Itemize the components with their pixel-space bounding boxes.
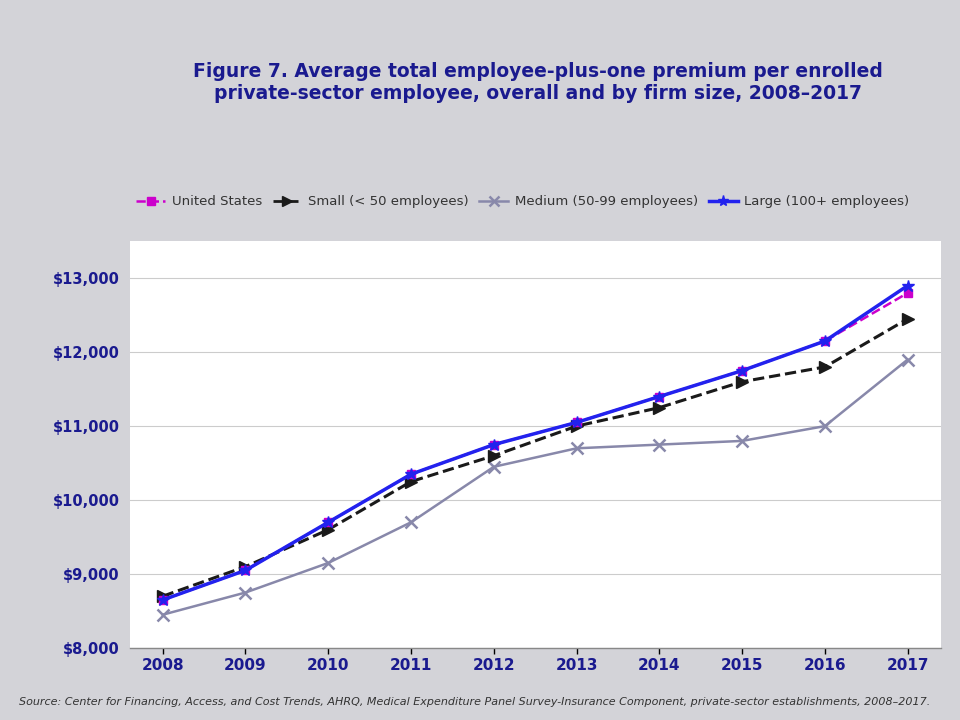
- Legend: United States, Small (< 50 employees), Medium (50-99 employees), Large (100+ emp: United States, Small (< 50 employees), M…: [136, 195, 909, 208]
- Text: Figure 7. Average total employee-plus-one premium per enrolled
private-sector em: Figure 7. Average total employee-plus-on…: [193, 63, 882, 103]
- Text: Source: Center for Financing, Access, and Cost Trends, AHRQ, Medical Expenditure: Source: Center for Financing, Access, an…: [19, 697, 930, 707]
